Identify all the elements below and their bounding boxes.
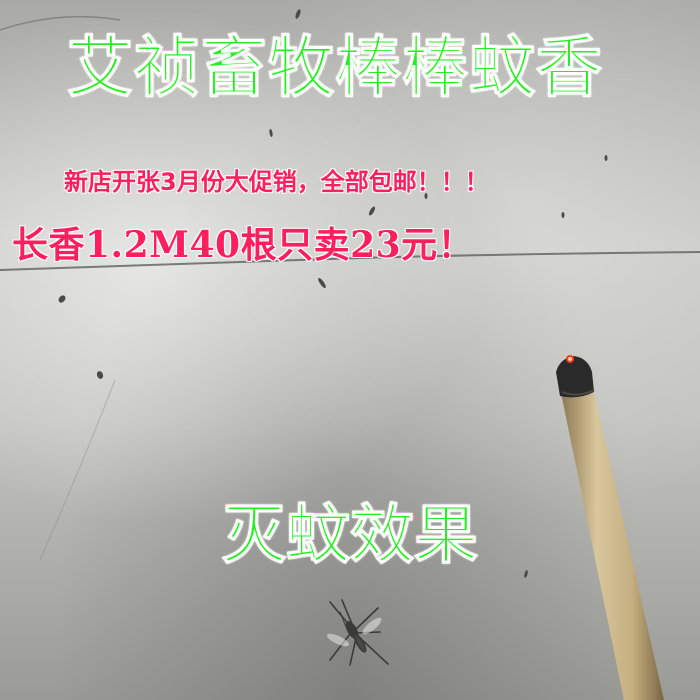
price-text: 长香1.2M40根只卖23元！ (12, 224, 475, 266)
effect-caption: 灭蚊效果 (222, 499, 479, 574)
product-title: 艾祯畜牧棒棒蚊香 (67, 29, 603, 107)
promo-text: 新店开张3月份大促销，全部包邮！！！ (64, 168, 489, 196)
